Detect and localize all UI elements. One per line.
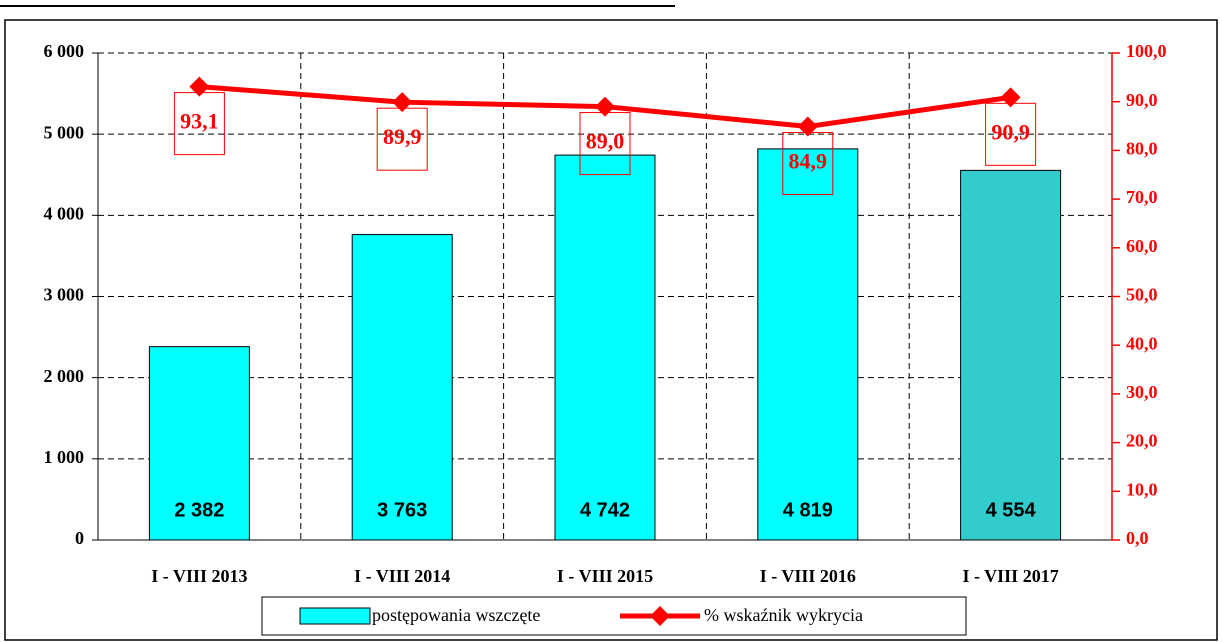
line-label: 84,9 [789,149,828,174]
line-marker [392,92,413,113]
bar [554,154,656,541]
line-label-box [173,92,225,156]
legend-marker [650,606,670,626]
x-tick-label: I - VIII 2015 [557,566,653,586]
line-label: 90,9 [991,119,1030,144]
line-label: 89,9 [383,124,422,149]
bar-label: 4 554 [986,499,1037,521]
legend [261,596,967,636]
x-tick-label: I - VIII 2013 [151,566,247,586]
y-tick-label: 4 000 [44,203,85,223]
bar-label: 4 819 [783,499,833,521]
y-tick-label: 6 000 [44,41,85,61]
y-tick-label: 3 000 [44,285,85,305]
line-label-box [579,112,631,176]
bar [351,234,453,541]
line-marker [1000,87,1021,108]
y2-tick-label: 0,0 [1126,528,1149,548]
y2-tick-label: 40,0 [1126,333,1158,353]
y2-tick-label: 30,0 [1126,382,1158,402]
line-label: 93,1 [180,109,219,134]
bar [148,346,250,541]
line-label-box [376,107,428,171]
line-marker [595,96,615,117]
line-label-box [782,132,834,196]
y2-tick-label: 90,0 [1126,90,1158,110]
x-tick-label: I - VIII 2016 [760,566,856,586]
y2-tick-label: 70,0 [1126,187,1158,207]
y-tick-label: 5 000 [44,122,85,142]
line-marker [797,116,818,137]
legend-swatch [299,607,371,625]
bar-label: 3 763 [377,499,427,521]
y-tick-label: 2 000 [44,366,85,386]
y2-tick-label: 80,0 [1126,139,1158,159]
y2-tick-label: 50,0 [1126,285,1158,305]
y2-tick-label: 60,0 [1126,236,1158,256]
legend-label: % wskaźnik wykrycia [704,605,863,625]
x-tick-label: I - VIII 2017 [963,566,1059,586]
bar-label: 4 742 [580,499,630,521]
bar-label: 2 382 [174,499,224,521]
line-marker [189,76,210,97]
y-tick-label: 1 000 [44,447,85,467]
y2-tick-label: 100,0 [1126,41,1167,61]
bar [757,148,859,541]
chart-border [4,19,1218,641]
line-label: 89,0 [586,129,625,154]
x-tick-label: I - VIII 2014 [354,566,450,586]
y2-tick-label: 10,0 [1126,479,1158,499]
line-label-box [985,102,1037,166]
legend-label: postępowania wszczęte [372,605,540,625]
y2-tick-label: 20,0 [1126,431,1158,451]
y-tick-label: 0 [75,528,84,548]
bar [960,169,1062,541]
